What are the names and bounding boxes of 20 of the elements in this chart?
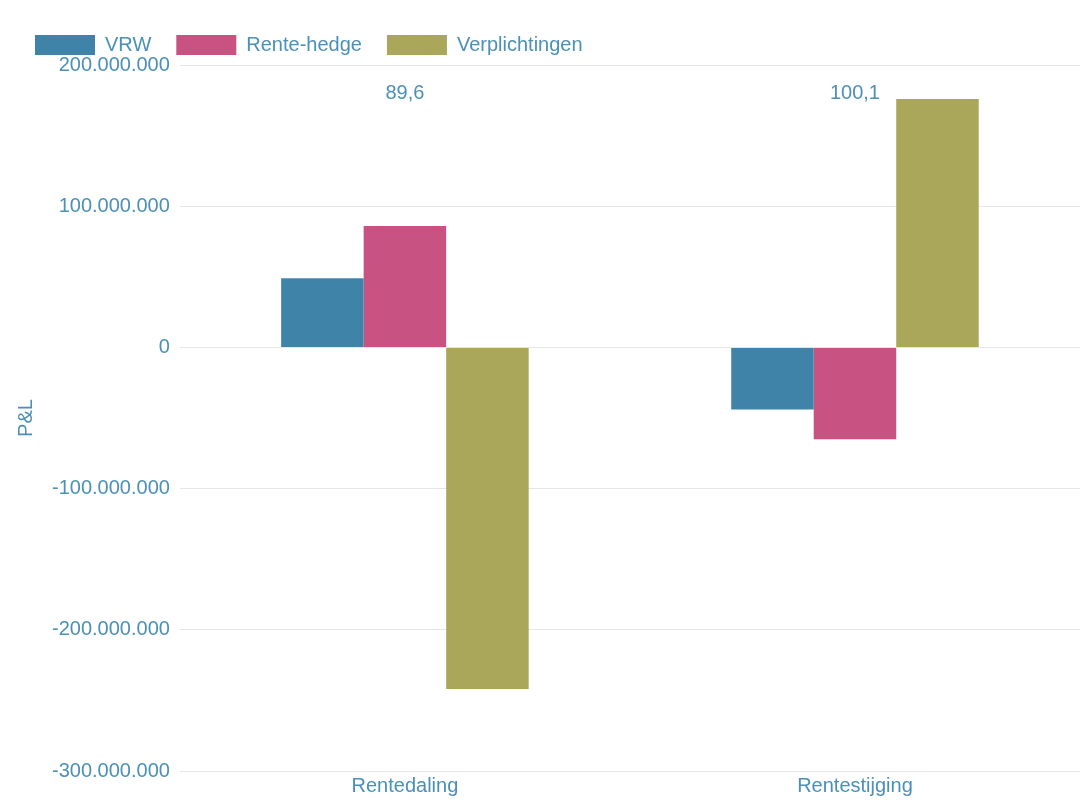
- bar: [731, 347, 814, 410]
- annotation: 89,6: [385, 80, 425, 103]
- x-tick-label: Rentedaling: [351, 773, 459, 796]
- bar: [363, 225, 447, 347]
- annotation: 100,1: [829, 80, 880, 103]
- y-tick-label: -200.000.000: [51, 617, 170, 640]
- legend-label: Verplichtingen: [456, 32, 583, 55]
- legend-label: VRW: [105, 32, 152, 55]
- y-axis-title: P&L: [13, 399, 36, 437]
- x-tick-label: Rentestijging: [797, 773, 913, 796]
- y-tick-label: -100.000.000: [51, 476, 170, 499]
- bar: [896, 98, 979, 347]
- y-tick-label: 100.000.000: [58, 193, 170, 216]
- legend-label: Rente-hedge: [246, 32, 362, 55]
- y-tick-label: 0: [158, 334, 170, 357]
- y-tick-label: -300.000.000: [51, 758, 170, 781]
- bar: [281, 278, 364, 347]
- y-tick-label: 200.000.000: [58, 52, 170, 75]
- bar: [813, 347, 897, 440]
- bar: [446, 347, 529, 690]
